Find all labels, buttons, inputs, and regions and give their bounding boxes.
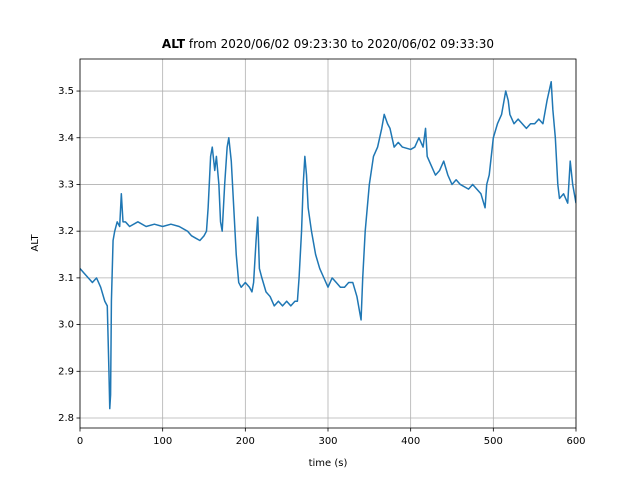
title-bold: ALT xyxy=(162,37,186,51)
y-tick-label: 3.1 xyxy=(58,273,74,284)
y-tick-label: 2.9 xyxy=(58,366,74,377)
x-tick-label: 400 xyxy=(401,436,420,447)
x-tick-label: 300 xyxy=(318,436,337,447)
y-tick-label: 2.8 xyxy=(58,413,74,424)
x-tick-label: 100 xyxy=(153,436,172,447)
chart-title: ALT from 2020/06/02 09:23:30 to 2020/06/… xyxy=(162,37,494,51)
x-tick-label: 200 xyxy=(236,436,255,447)
data-line xyxy=(80,80,576,410)
y-tick-label: 3.4 xyxy=(58,133,74,144)
x-tick-label: 0 xyxy=(77,436,83,447)
y-tick-label: 3.2 xyxy=(58,226,74,237)
x-tick-label: 500 xyxy=(484,436,503,447)
y-tick-label: 3.5 xyxy=(58,86,74,97)
y-tick-label: 3.3 xyxy=(58,179,74,190)
x-axis-label: time (s) xyxy=(309,458,348,469)
x-tick-label: 600 xyxy=(566,436,585,447)
title-rest: from 2020/06/02 09:23:30 to 2020/06/02 0… xyxy=(189,37,494,51)
y-axis-label: ALT xyxy=(30,234,41,252)
plot-frame xyxy=(79,58,577,429)
y-tick-label: 3.0 xyxy=(58,320,74,331)
